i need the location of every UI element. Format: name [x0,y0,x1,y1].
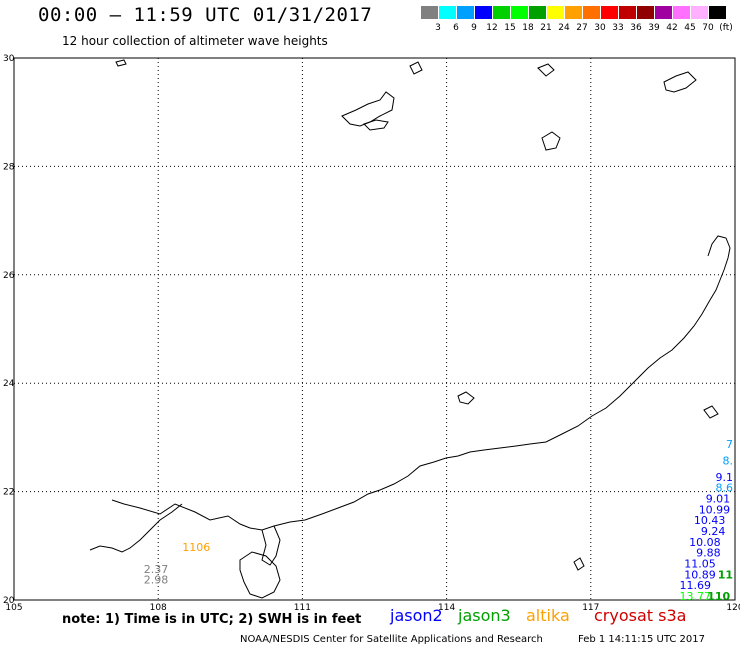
timestamp: Feb 1 14:11:15 UTC 2017 [578,634,705,645]
legend-label: (ft) [719,23,733,33]
plot-frame [13,57,736,601]
leizhou-peninsula [261,525,281,566]
lake-1 [341,91,395,127]
legend-swatch [655,6,672,19]
y-tick-label: 30 [3,54,15,64]
x-tick-label: 105 [5,603,22,613]
legend-label: 15 [504,23,516,33]
satellite-name: cryosat s3a [594,606,687,625]
legend-swatch [493,6,510,19]
footnote: note: 1) Time is in UTC; 2) SWH is in fe… [62,612,362,627]
legend-swatch [673,6,690,19]
vietnam-coast [89,503,183,553]
wave-height-label: 11 [718,568,733,581]
legend-swatch [583,6,600,19]
coastline [89,59,731,599]
legend-label: 33 [612,23,624,33]
legend-swatch [691,6,708,19]
y-tick-label: 26 [3,271,15,281]
wave-height-label: 9.24 [701,525,726,538]
mainland-coast [111,235,731,531]
credit-line: NOAA/NESDIS Center for Satellite Applica… [240,634,543,645]
satellite-name: altika [526,606,570,625]
wave-height-label: 2.98 [144,574,169,587]
x-tick-label: 108 [150,603,167,613]
legend-label: 21 [540,23,552,33]
wave-height-label: 2.37 [144,563,169,576]
lake-5 [409,61,423,75]
island-2 [703,405,719,419]
legend-swatch [619,6,636,19]
legend-swatch [637,6,654,19]
wave-height-label: 1106 [182,541,210,554]
legend-swatch [709,6,726,19]
wave-height-label: 11.69 [679,579,711,592]
y-tick-label: 20 [3,596,15,606]
wave-height-label: 9.1 [716,471,734,484]
island-1 [457,391,475,405]
wave-height-label: 9.01 [706,492,731,505]
wave-height-label: 10.08 [689,536,721,549]
x-tick-label: 111 [294,603,311,613]
chart-subtitle: 12 hour collection of altimeter wave hei… [62,34,328,48]
legend-label: 24 [558,23,570,33]
lake-7 [115,59,127,67]
legend-label: 6 [453,23,459,33]
wave-height-label: 10.89 [684,568,716,581]
island-3 [573,557,585,571]
satellite-name: jason2 [390,606,443,625]
x-tick-label: 117 [582,603,599,613]
legend-swatch [457,6,474,19]
wave-height-label: 7 [726,438,733,451]
legend-label: 42 [666,23,678,33]
legend-label: 18 [522,23,534,33]
chart-title: 00:00 – 11:59 UTC 01/31/2017 [38,4,373,26]
legend-label: 12 [486,23,498,33]
lake-3 [541,131,561,151]
wave-height-label: 9.88 [696,547,721,560]
x-tick-label: 114 [438,603,455,613]
legend-swatch [439,6,456,19]
legend-label: 45 [684,23,696,33]
lake-6 [537,63,555,77]
y-tick-label: 22 [3,488,14,498]
legend-swatch [475,6,492,19]
legend-label: 9 [471,23,477,33]
wave-height-label: 13.77 [679,590,711,603]
x-tick-label: 120 [726,603,740,613]
wave-height-label: 10.99 [699,503,731,516]
lake-2 [363,119,389,131]
legend-label: 3 [435,23,441,33]
legend-swatch [565,6,582,19]
wave-height-label: 110 [707,590,730,603]
lake-4 [663,71,697,93]
wave-height-label: 10.43 [694,514,726,527]
altimeter-points: 11062.372.9878.9.18.69.0110.9910.439.241… [144,438,733,603]
legend-swatch [421,6,438,19]
legend-label: 30 [594,23,606,33]
legend-swatch [511,6,528,19]
axis-ticks: 105108111114117120302826242220 [3,54,740,613]
legend-swatch [547,6,564,19]
lat-lon-grid [13,57,736,601]
wave-height-label: 8.6 [716,482,734,495]
legend-label: 36 [630,23,642,33]
legend-label: 27 [576,23,588,33]
wave-height-label: 8. [723,455,734,468]
y-tick-label: 28 [3,162,15,172]
y-tick-label: 24 [3,379,15,389]
hainan-island [239,551,281,599]
legend-swatch [601,6,618,19]
satellite-name: jason3 [458,606,511,625]
wave-height-label: 11.05 [684,557,716,570]
legend-swatch [529,6,546,19]
legend-label: 70 [702,23,714,33]
legend-label: 39 [648,23,660,33]
